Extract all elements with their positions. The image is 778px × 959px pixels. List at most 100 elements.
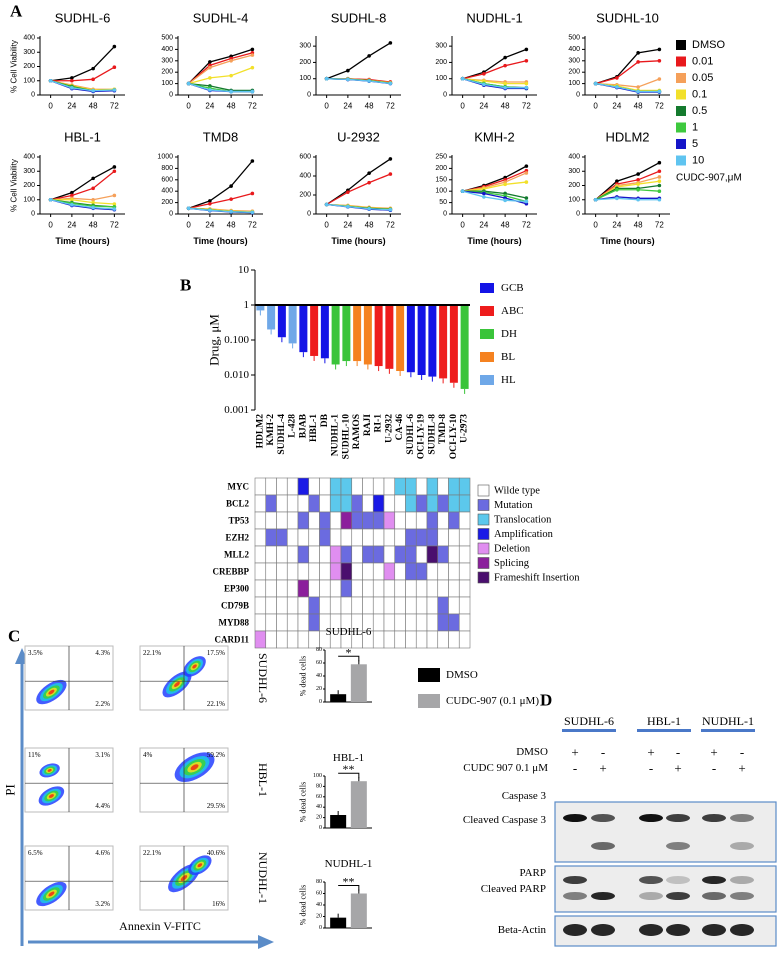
treatment-label: CUDC 907 0.1 μM xyxy=(463,762,548,774)
legend-swatch xyxy=(480,375,494,385)
data-point xyxy=(112,88,117,92)
data-point xyxy=(208,199,212,203)
x-tick-label: SUDHL-10 xyxy=(341,414,351,460)
legend-label: 0.5 xyxy=(692,105,707,117)
y-tick-label: 300 xyxy=(161,57,173,64)
x-axis-label: Time (hours) xyxy=(600,236,654,246)
bar xyxy=(342,305,351,362)
data-point xyxy=(112,44,117,49)
x-tick-label: 48 xyxy=(365,102,374,111)
mutation-cell xyxy=(362,477,374,496)
data-point xyxy=(208,76,212,80)
mutation-cell xyxy=(308,545,320,564)
x-tick-label: TMD-8 xyxy=(438,414,448,444)
legend-swatch xyxy=(477,571,490,584)
x-tick-label: RAMOS xyxy=(352,414,362,449)
mutation-cell xyxy=(276,477,288,496)
data-point xyxy=(524,85,529,90)
bar xyxy=(320,305,329,359)
y-tick-label: 100 xyxy=(23,77,35,84)
significance-bracket xyxy=(338,772,360,779)
panel-label: D xyxy=(540,691,552,710)
data-point xyxy=(208,208,212,213)
chart-title: SUDHL-4 xyxy=(193,11,249,26)
band-label: Caspase 3 xyxy=(502,790,547,802)
y-tick-label: 0 xyxy=(31,92,35,99)
data-point xyxy=(657,197,662,202)
series-line xyxy=(50,170,115,201)
mutation-cell xyxy=(405,528,417,547)
x-tick-label: 48 xyxy=(89,102,98,111)
mutation-cell xyxy=(394,596,406,615)
x-tick-label: 0 xyxy=(593,221,598,230)
y-tick-label: 400 xyxy=(161,188,173,195)
mutation-cell xyxy=(340,477,353,496)
series-line xyxy=(462,78,527,85)
mutation-cell xyxy=(372,477,385,496)
mutation-cell xyxy=(351,545,363,564)
mutation-cell xyxy=(415,511,428,530)
mutation-cell xyxy=(437,613,449,632)
mutation-cell xyxy=(254,562,267,581)
series-line xyxy=(188,82,253,92)
blot-band xyxy=(563,924,587,936)
mutation-cell xyxy=(362,579,374,598)
y-tick-label: 300 xyxy=(568,168,580,175)
series-line xyxy=(326,173,391,206)
treatment-label: DMSO xyxy=(516,746,548,758)
mutation-cell xyxy=(362,511,374,530)
mutation-cell xyxy=(405,630,417,649)
y-tick-label: 100 xyxy=(23,196,35,203)
mutation-cell xyxy=(437,579,449,598)
treatment-sign: - xyxy=(712,761,716,776)
y-tick-label: 100 xyxy=(435,75,447,82)
mutation-cell xyxy=(351,562,363,581)
mutation-cell xyxy=(437,630,449,649)
y-tick-label: 200 xyxy=(299,59,311,66)
flow-density-group xyxy=(36,679,67,705)
mutation-cell xyxy=(362,562,374,581)
data-point xyxy=(503,63,507,68)
quadrant-percent: 59.2% xyxy=(207,751,225,759)
data-point xyxy=(91,197,95,202)
series-line xyxy=(188,160,253,209)
mutation-cell xyxy=(405,613,417,632)
mutation-cell xyxy=(405,511,417,530)
x-tick-label: 48 xyxy=(227,102,236,111)
data-point xyxy=(524,164,529,168)
y-tick-label: 400 xyxy=(23,154,35,161)
y-tick-label: 0.001 xyxy=(224,404,249,416)
legend-label: 5 xyxy=(692,138,698,150)
series-line xyxy=(595,48,660,85)
data-point xyxy=(91,200,95,205)
data-point xyxy=(615,187,619,192)
data-point xyxy=(250,47,255,52)
mutation-cell xyxy=(426,613,439,632)
y-tick-label: 200 xyxy=(435,59,447,66)
flow-density xyxy=(48,689,55,695)
blot-band xyxy=(666,924,690,936)
mutation-cell xyxy=(265,511,277,530)
bar xyxy=(406,305,415,373)
data-point xyxy=(615,196,619,201)
bar xyxy=(350,781,367,828)
legend-swatch xyxy=(676,155,686,166)
y-tick-label: 0 xyxy=(319,699,322,705)
mutation-cell xyxy=(415,596,428,615)
bar xyxy=(363,305,372,365)
mutation-cell xyxy=(426,494,439,513)
x-tick-label: 72 xyxy=(248,102,257,111)
legend-swatch xyxy=(676,106,686,116)
data-point xyxy=(70,190,74,195)
y-tick-label: 0.100 xyxy=(224,334,249,346)
x-tick-label: 0 xyxy=(460,221,465,230)
legend-swatch xyxy=(477,513,490,526)
y-tick-label: 20 xyxy=(316,914,322,920)
mutation-cell xyxy=(394,545,406,564)
mutation-cell xyxy=(448,613,460,632)
bar xyxy=(374,305,383,367)
data-point xyxy=(503,182,507,187)
data-point xyxy=(112,193,117,198)
series-line xyxy=(50,199,115,210)
legend-swatch xyxy=(676,73,686,83)
